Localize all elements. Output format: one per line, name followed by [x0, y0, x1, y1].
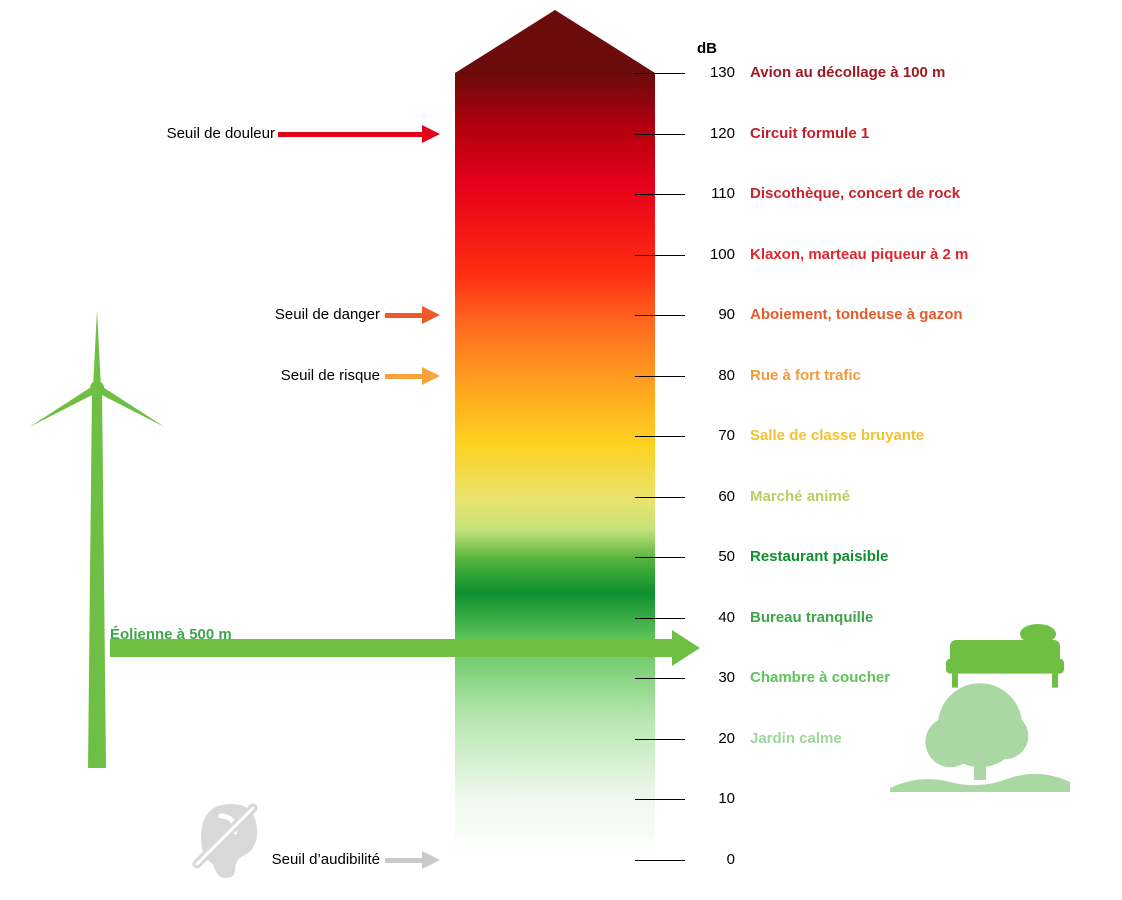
- decibel-scale-infographic: dB 0102030405060708090100110120130 Avion…: [0, 0, 1122, 900]
- tree-icon: [0, 0, 1122, 900]
